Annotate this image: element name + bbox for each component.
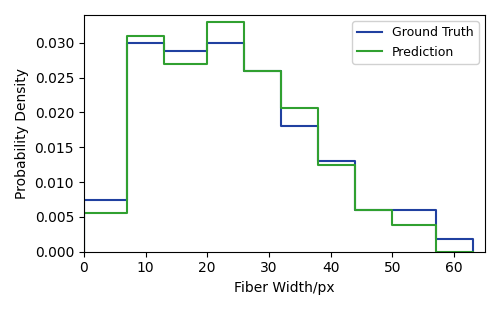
- Ground Truth: [432, 237, 438, 241]
- Prediction: [278, 69, 284, 73]
- Ground Truth: [352, 159, 358, 163]
- Ground Truth: [470, 237, 476, 241]
- Ground Truth: [278, 125, 284, 128]
- Prediction: [352, 164, 358, 167]
- Prediction: [432, 250, 438, 254]
- Ground Truth: [390, 208, 396, 212]
- Prediction: [204, 20, 210, 24]
- Ground Truth: [278, 69, 284, 73]
- Ground Truth: [316, 125, 322, 128]
- Ground Truth: [242, 41, 248, 45]
- Prediction: [278, 106, 284, 109]
- Ground Truth: [432, 208, 438, 212]
- Prediction: [316, 106, 322, 109]
- Ground Truth: [316, 159, 322, 163]
- Ground Truth: [124, 198, 130, 202]
- Ground Truth: [81, 198, 87, 202]
- Prediction: [161, 62, 167, 66]
- Ground Truth: [390, 208, 396, 212]
- Ground Truth: [81, 250, 87, 254]
- Ground Truth: [124, 41, 130, 45]
- Legend: Ground Truth, Prediction: Ground Truth, Prediction: [352, 21, 479, 64]
- Prediction: [390, 208, 396, 212]
- Prediction: [204, 62, 210, 66]
- Line: Prediction: Prediction: [84, 22, 472, 252]
- Prediction: [242, 20, 248, 24]
- Line: Ground Truth: Ground Truth: [84, 43, 472, 252]
- Ground Truth: [470, 250, 476, 254]
- Y-axis label: Probability Density: Probability Density: [15, 68, 29, 199]
- Ground Truth: [204, 49, 210, 52]
- Prediction: [242, 69, 248, 73]
- Ground Truth: [352, 208, 358, 212]
- Prediction: [124, 34, 130, 38]
- Prediction: [390, 224, 396, 227]
- Ground Truth: [161, 49, 167, 52]
- Prediction: [352, 208, 358, 212]
- X-axis label: Fiber Width/px: Fiber Width/px: [234, 281, 334, 295]
- Ground Truth: [242, 69, 248, 73]
- Prediction: [432, 224, 438, 227]
- Prediction: [161, 34, 167, 38]
- Ground Truth: [161, 41, 167, 45]
- Prediction: [81, 211, 87, 215]
- Prediction: [470, 250, 476, 254]
- Prediction: [470, 250, 476, 254]
- Prediction: [124, 211, 130, 215]
- Ground Truth: [204, 41, 210, 45]
- Prediction: [316, 164, 322, 167]
- Prediction: [81, 250, 87, 254]
